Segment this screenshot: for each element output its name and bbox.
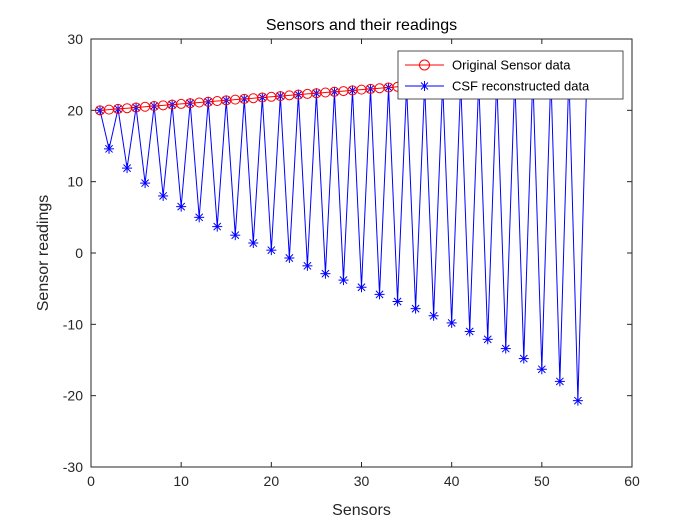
x-axis-title: Sensors xyxy=(332,502,391,519)
legend-label-csf: CSF reconstructed data xyxy=(452,79,590,94)
data-point xyxy=(500,343,511,354)
data-point xyxy=(158,190,169,201)
data-point xyxy=(266,245,277,256)
data-point xyxy=(518,353,529,364)
y-tick-label: -10 xyxy=(63,316,83,332)
data-point xyxy=(104,143,115,154)
data-point xyxy=(392,296,403,307)
data-point xyxy=(212,221,223,232)
data-point xyxy=(446,317,457,328)
legend-label-original: Original Sensor data xyxy=(452,58,571,73)
x-tick-label: 30 xyxy=(354,473,370,489)
data-point xyxy=(338,275,349,286)
y-tick-label: 0 xyxy=(75,245,83,261)
data-point xyxy=(230,230,241,241)
x-tick-label: 20 xyxy=(264,473,280,489)
y-axis-title: Sensor readings xyxy=(35,195,52,312)
x-tick-label: 60 xyxy=(624,473,640,489)
x-tick-label: 40 xyxy=(444,473,460,489)
data-point xyxy=(482,334,493,345)
plot-area xyxy=(91,39,632,467)
data-point xyxy=(374,289,385,300)
data-point xyxy=(536,364,547,375)
legend: Original Sensor data CSF reconstructed d… xyxy=(397,50,624,100)
data-point xyxy=(428,310,439,321)
legend-marker-original xyxy=(419,59,430,71)
data-point xyxy=(356,282,367,293)
data-point xyxy=(140,178,151,189)
y-tick-label: 30 xyxy=(67,31,83,47)
data-point xyxy=(464,326,475,337)
y-tick-label: -20 xyxy=(63,388,83,404)
chart-title: Sensors and their readings xyxy=(266,17,457,34)
y-tick-label: 20 xyxy=(67,102,83,118)
x-tick-label: 0 xyxy=(87,473,95,489)
data-point xyxy=(572,395,583,406)
data-point xyxy=(248,238,259,249)
legend-marker-csf xyxy=(419,81,430,91)
data-point xyxy=(410,303,421,314)
data-point xyxy=(176,201,187,212)
legend-box xyxy=(397,50,624,100)
tick-layer: 0 10 20 30 40 50 60 -30 -20 -10 0 10 20 30 xyxy=(63,31,640,489)
x-tick-label: 10 xyxy=(173,473,189,489)
data-point xyxy=(122,163,133,174)
x-tick-label: 50 xyxy=(534,473,550,489)
y-tick-label: 10 xyxy=(67,174,83,190)
data-point xyxy=(284,252,295,263)
data-point xyxy=(302,260,313,271)
y-tick-label: -30 xyxy=(63,459,83,475)
data-point xyxy=(554,376,565,387)
data-point xyxy=(320,268,331,279)
data-point xyxy=(194,212,205,223)
